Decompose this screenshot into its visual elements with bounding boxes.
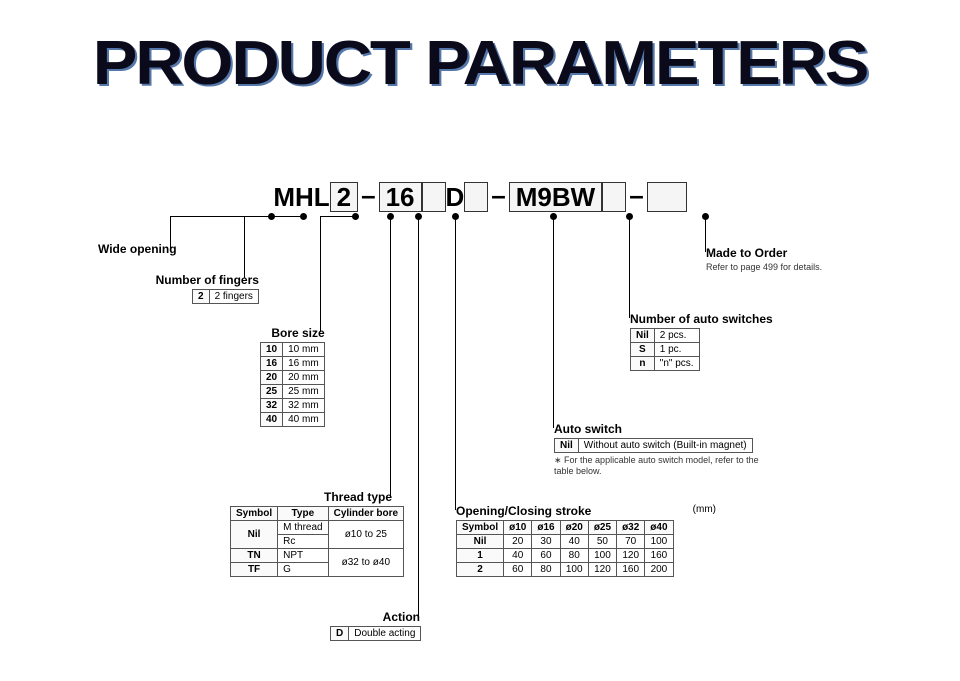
- table-thread: SymbolTypeCylinder boreNilM threadø10 to…: [230, 506, 404, 577]
- label: Thread type: [230, 490, 392, 504]
- model-code: MHL2–16 D –M9BW –: [0, 180, 960, 213]
- callout-action: Action DDouble acting: [330, 610, 421, 641]
- table-bore: 1010 mm1616 mm2020 mm2525 mm3232 mm4040 …: [260, 342, 325, 427]
- page-title: PRODUCT PARAMETERS: [0, 0, 960, 99]
- leader-line: [244, 216, 245, 278]
- leader-line: [553, 216, 554, 428]
- callout-num-switches: Number of auto switches Nil2 pcs.S1 pc.n…: [630, 312, 773, 371]
- table-action: DDouble acting: [330, 626, 421, 641]
- table-auto-switch: NilWithout auto switch (Built-in magnet): [554, 438, 753, 453]
- leader-line: [320, 216, 321, 332]
- label: Number of fingers: [130, 273, 259, 287]
- leader-line: [418, 216, 419, 616]
- label: Opening/Closing stroke: [456, 504, 591, 518]
- table-num-switches: Nil2 pcs.S1 pc.n"n" pcs.: [630, 328, 700, 371]
- callout-stroke: Opening/Closing stroke (mm) Symbolø10ø16…: [456, 504, 716, 577]
- unit: (mm): [693, 504, 716, 518]
- leader-line: [244, 216, 300, 217]
- callout-wide-opening: Wide opening: [98, 242, 177, 256]
- note: Refer to page 499 for details.: [706, 262, 822, 272]
- label: Action: [330, 610, 420, 624]
- callout-mto: Made to Order Refer to page 499 for deta…: [706, 246, 822, 272]
- leader-line: [455, 216, 456, 510]
- leader-line: [320, 216, 355, 217]
- leader-line: [629, 216, 630, 318]
- callout-auto-switch: Auto switch NilWithout auto switch (Buil…: [554, 422, 774, 476]
- note: ∗ For the applicable auto switch model, …: [554, 455, 774, 476]
- callout-bore: Bore size 1010 mm1616 mm2020 mm2525 mm32…: [260, 326, 325, 427]
- label: Wide opening: [98, 242, 177, 256]
- label: Auto switch: [554, 422, 774, 436]
- callout-num-fingers: Number of fingers 22 fingers: [130, 273, 259, 304]
- label: Made to Order: [706, 246, 822, 260]
- table-num-fingers: 22 fingers: [192, 289, 259, 304]
- leader-line: [390, 216, 391, 496]
- label: Number of auto switches: [630, 312, 773, 326]
- label: Bore size: [260, 326, 325, 340]
- table-stroke: Symbolø10ø16ø20ø25ø32ø40Nil2030405070100…: [456, 520, 674, 577]
- callout-thread: Thread type SymbolTypeCylinder boreNilM …: [230, 490, 404, 577]
- marker-dot: [300, 213, 307, 220]
